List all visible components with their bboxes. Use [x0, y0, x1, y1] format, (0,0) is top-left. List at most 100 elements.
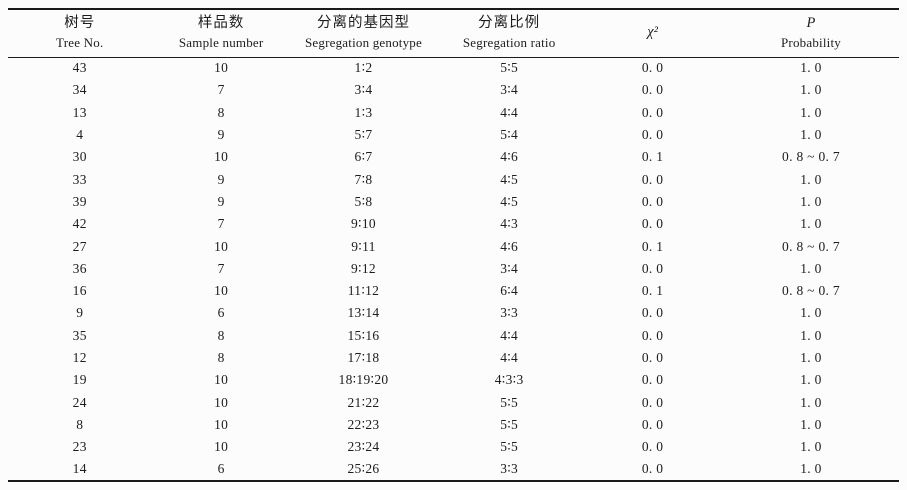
cell-probability: 1. 0 — [800, 216, 822, 232]
table-row: 13 8 1∶3 4∶4 0. 0 1. 0 — [8, 102, 899, 124]
cell-sample-number: 10 — [214, 394, 229, 410]
cell-sample-number: 10 — [214, 439, 229, 455]
cell-segregation-genotype: 5∶8 — [354, 193, 373, 209]
cell-segregation-ratio: 4∶4 — [500, 327, 519, 343]
cell-probability: 1. 0 — [800, 394, 822, 410]
cell-sample-number: 10 — [214, 372, 229, 388]
cell-probability: 0. 8 ~ 0. 7 — [782, 149, 840, 165]
cell-tree-no: 35 — [72, 327, 87, 343]
col-header-segregation-ratio-zh: 分离比例 — [478, 15, 541, 32]
cell-segregation-ratio: 3∶4 — [500, 82, 519, 98]
cell-tree-no: 14 — [72, 460, 87, 476]
cell-chi-square: 0. 0 — [641, 82, 664, 98]
table-row: 14 6 25∶26 3∶3 0. 0 1. 0 — [8, 458, 899, 480]
cell-probability: 1. 0 — [800, 305, 822, 321]
cell-sample-number: 10 — [214, 416, 229, 432]
cell-segregation-genotype: 9∶10 — [351, 216, 376, 232]
col-header-segregation-ratio: 分离比例 Segregation ratio — [436, 9, 582, 57]
col-header-chi: χ² — [582, 9, 723, 57]
col-header-p: P Probability — [723, 9, 899, 57]
cell-segregation-genotype: 21∶22 — [347, 394, 380, 410]
cell-tree-no: 12 — [72, 350, 87, 365]
cell-segregation-ratio: 5∶5 — [500, 394, 519, 410]
table-row: 43 10 1∶2 5∶5 0. 0 1. 0 — [8, 57, 899, 79]
cell-chi-square: 0. 0 — [641, 416, 664, 432]
cell-segregation-genotype: 11∶12 — [347, 283, 380, 299]
table-row: 23 10 23∶24 5∶5 0. 0 1. 0 — [8, 436, 899, 458]
cell-segregation-ratio: 3∶3 — [500, 460, 519, 476]
cell-tree-no: 43 — [72, 60, 87, 76]
col-header-tree-no-en: Tree No. — [56, 35, 104, 51]
cell-segregation-ratio: 4∶4 — [500, 350, 519, 365]
cell-segregation-genotype: 1∶3 — [354, 104, 373, 120]
cell-segregation-ratio: 5∶5 — [500, 416, 519, 432]
table-row: 4 9 5∶7 5∶4 0. 0 1. 0 — [8, 124, 899, 146]
cell-segregation-genotype: 22∶23 — [347, 416, 380, 432]
cell-probability: 1. 0 — [800, 372, 822, 388]
cell-segregation-genotype: 25∶26 — [347, 460, 380, 476]
cell-tree-no: 24 — [72, 394, 87, 410]
cell-segregation-genotype: 1∶2 — [354, 60, 373, 76]
cell-probability: 1. 0 — [800, 171, 822, 187]
cell-tree-no: 8 — [76, 416, 84, 432]
cell-chi-square: 0. 0 — [641, 350, 664, 365]
cell-sample-number: 10 — [214, 283, 229, 299]
cell-chi-square: 0. 1 — [641, 149, 664, 165]
cell-probability: 1. 0 — [800, 193, 822, 209]
cell-tree-no: 30 — [72, 149, 87, 165]
cell-sample-number: 8 — [217, 350, 225, 365]
cell-sample-number: 10 — [214, 149, 229, 165]
cell-probability: 1. 0 — [800, 439, 822, 455]
cell-chi-square: 0. 0 — [641, 104, 664, 120]
cell-chi-square: 0. 0 — [641, 327, 664, 343]
table-body: 43 10 1∶2 5∶5 0. 0 1. 0 34 7 3∶4 3∶4 0. … — [8, 57, 899, 481]
cell-segregation-genotype: 15∶16 — [347, 327, 380, 343]
cell-tree-no: 23 — [72, 439, 87, 455]
col-header-p-en: Probability — [780, 35, 841, 51]
cell-sample-number: 10 — [214, 60, 229, 76]
col-header-segregation-genotype-en: Segregation genotype — [304, 35, 422, 51]
cell-sample-number: 7 — [217, 82, 225, 98]
cell-segregation-ratio: 3∶4 — [500, 260, 519, 276]
cell-probability: 1. 0 — [800, 460, 822, 476]
cell-chi-square: 0. 0 — [641, 216, 664, 232]
cell-chi-square: 0. 0 — [641, 439, 664, 455]
cell-sample-number: 10 — [214, 238, 229, 254]
table-row: 42 7 9∶10 4∶3 0. 0 1. 0 — [8, 213, 899, 235]
cell-segregation-genotype: 9∶11 — [351, 238, 376, 254]
cell-sample-number: 7 — [217, 260, 225, 276]
cell-segregation-ratio: 6∶4 — [500, 283, 519, 299]
cell-sample-number: 6 — [217, 460, 225, 476]
table-row: 30 10 6∶7 4∶6 0. 1 0. 8 ~ 0. 7 — [8, 146, 899, 168]
cell-segregation-genotype: 5∶7 — [354, 127, 373, 143]
cell-segregation-genotype: 3∶4 — [354, 82, 373, 98]
cell-chi-square: 0. 0 — [641, 260, 664, 276]
cell-sample-number: 9 — [217, 127, 225, 143]
cell-segregation-ratio: 4∶3 — [500, 216, 519, 232]
segregation-table: 树号 Tree No. 样品数 Sample number 分离的基因型 Segreg… — [8, 8, 899, 482]
cell-segregation-genotype: 23∶24 — [347, 439, 380, 455]
cell-chi-square: 0. 0 — [641, 171, 664, 187]
cell-tree-no: 36 — [72, 260, 87, 276]
cell-segregation-genotype: 9∶12 — [351, 260, 376, 276]
table-row: 19 10 18∶19∶20 4∶3∶3 0. 0 1. 0 — [8, 369, 899, 391]
cell-tree-no: 27 — [72, 238, 87, 254]
table-row: 33 9 7∶8 4∶5 0. 0 1. 0 — [8, 168, 899, 190]
table-row: 9 6 13∶14 3∶3 0. 0 1. 0 — [8, 302, 899, 324]
cell-sample-number: 8 — [217, 104, 225, 120]
table-row: 34 7 3∶4 3∶4 0. 0 1. 0 — [8, 79, 899, 101]
cell-segregation-genotype: 18∶19∶20 — [338, 372, 389, 388]
cell-probability: 0. 8 ~ 0. 7 — [782, 238, 840, 254]
cell-sample-number: 9 — [217, 193, 225, 209]
col-header-sample-number: 样品数 Sample number — [151, 9, 290, 57]
cell-probability: 1. 0 — [800, 260, 822, 276]
cell-segregation-ratio: 5∶4 — [500, 127, 519, 143]
table-row: 8 10 22∶23 5∶5 0. 0 1. 0 — [8, 414, 899, 436]
cell-chi-square: 0. 0 — [641, 305, 664, 321]
col-header-segregation-genotype: 分离的基因型 Segregation genotype — [291, 9, 436, 57]
cell-probability: 1. 0 — [800, 327, 822, 343]
cell-chi-square: 0. 0 — [641, 394, 664, 410]
cell-sample-number: 9 — [217, 171, 225, 187]
cell-segregation-ratio: 4∶3∶3 — [494, 372, 524, 388]
cell-tree-no: 13 — [72, 104, 87, 120]
